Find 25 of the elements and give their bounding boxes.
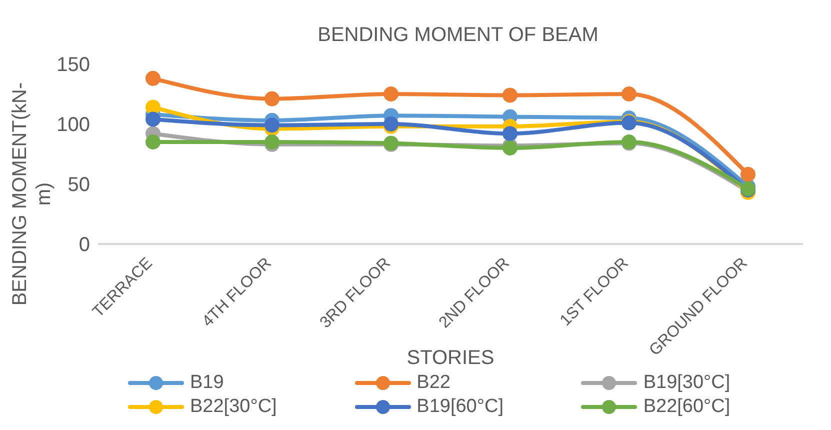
legend-label: B19: [190, 372, 224, 394]
legend-label: B22[60°C]: [643, 396, 730, 418]
point: [502, 140, 518, 156]
y-axis-title: BENDING MOMENT(kN-m): [9, 82, 55, 306]
point: [264, 91, 280, 106]
y-tick-label: 0: [78, 234, 90, 256]
point: [146, 134, 160, 150]
legend-label: B22: [416, 372, 450, 394]
y-tick-label: 150: [56, 54, 90, 76]
x-axis-title: STORIES: [406, 347, 494, 369]
point: [146, 112, 160, 127]
point: [146, 100, 160, 115]
point: [740, 166, 756, 182]
point: [502, 126, 518, 142]
legend-label: B19[60°C]: [416, 396, 504, 418]
point: [502, 88, 518, 103]
chart-title: BENDING MOMENT OF BEAM: [316, 24, 600, 47]
legend-label: B19[30°C]: [643, 372, 730, 394]
point: [264, 118, 280, 133]
legend-label: B22[30°C]: [190, 396, 277, 418]
point: [622, 86, 636, 102]
point: [146, 70, 160, 86]
y-tick-label: 50: [68, 174, 90, 196]
point: [384, 86, 398, 102]
y-tick-label: 100: [56, 114, 90, 136]
